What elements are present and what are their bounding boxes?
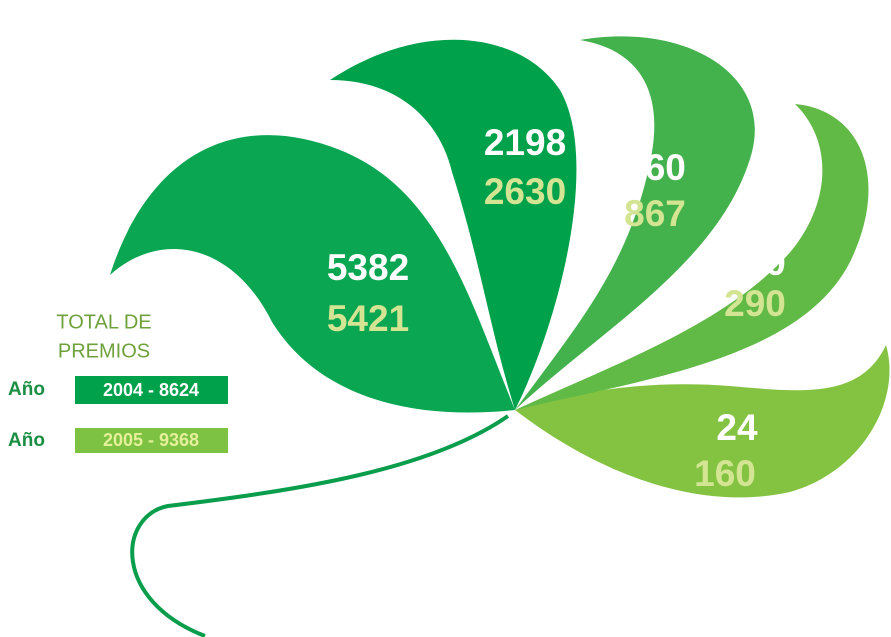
value-2004: 24 <box>716 407 758 448</box>
legend-label: Año <box>8 379 45 400</box>
infographic: 5382 5421 2198 2630 760 867 260 290 24 1… <box>0 0 891 637</box>
value-2004: 2198 <box>484 122 566 163</box>
legend-title: PREMIOS <box>58 340 150 362</box>
legend-label: Año <box>8 430 45 451</box>
legend-text: 2004 - 8624 <box>103 380 199 400</box>
value-2005: 160 <box>694 453 756 494</box>
value-2004: 760 <box>624 147 686 188</box>
value-2005: 867 <box>624 193 686 234</box>
legend-text: 2005 - 9368 <box>103 430 199 450</box>
value-2004: 260 <box>724 242 786 283</box>
value-2005: 2630 <box>484 171 566 212</box>
legend-title: TOTAL DE <box>56 311 151 333</box>
value-2005: 290 <box>724 283 786 324</box>
value-2005: 5421 <box>327 298 409 339</box>
value-2004: 5382 <box>327 247 409 288</box>
